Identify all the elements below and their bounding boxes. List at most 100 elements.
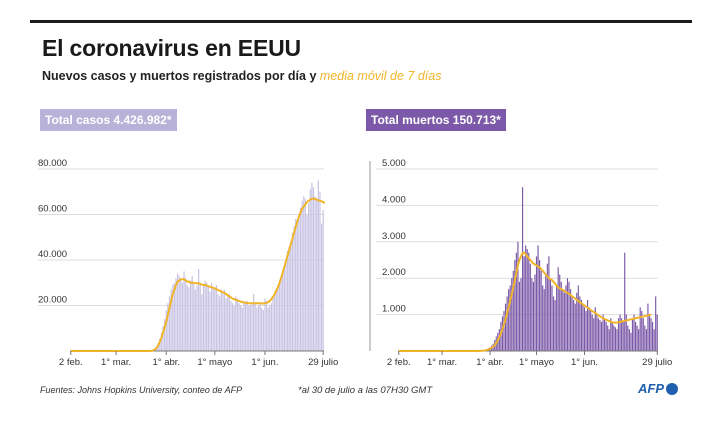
cases-bar xyxy=(162,325,164,351)
afp-dot-icon xyxy=(666,382,678,395)
cases-bar xyxy=(193,282,195,351)
cases-bar xyxy=(283,266,285,351)
deaths-bar xyxy=(551,285,553,351)
cases-bar xyxy=(172,285,174,351)
cases-bar xyxy=(317,180,319,351)
cases-bar xyxy=(262,310,264,351)
deaths-bar xyxy=(549,278,552,351)
cases-bar xyxy=(186,285,188,351)
cases-bar xyxy=(290,241,292,351)
deaths-bar xyxy=(574,303,576,351)
cases-bar xyxy=(175,278,177,351)
cases-y-tick-label: 80.000 xyxy=(38,158,67,169)
deaths-bar xyxy=(537,245,539,351)
cases-bar xyxy=(199,282,201,351)
total-deaths-badge: Total muertos 150.713* xyxy=(366,109,506,131)
deaths-bar xyxy=(582,303,584,351)
cases-moving-average-line xyxy=(70,197,326,352)
deaths-bar xyxy=(546,263,548,351)
total-cases-badge: Total casos 4.426.982* xyxy=(40,109,177,131)
cases-bar xyxy=(251,303,253,351)
deaths-bar xyxy=(534,274,536,351)
cases-bar xyxy=(288,246,290,351)
deaths-bar xyxy=(577,285,579,351)
cases-x-tick-label: 1° mar. xyxy=(101,357,131,368)
deaths-bar xyxy=(514,260,516,351)
cases-bar xyxy=(306,214,308,351)
cases-bar xyxy=(322,209,324,351)
cases-bar xyxy=(261,307,263,351)
deaths-bar xyxy=(520,278,522,351)
deaths-bar xyxy=(523,256,525,351)
deaths-y-tick-label: 1.000 xyxy=(382,304,406,315)
chart-subtitle: Nuevos casos y muertos registrados por d… xyxy=(42,69,441,83)
cases-x-tick-label: 1° jun. xyxy=(251,357,278,368)
cases-bar xyxy=(254,303,256,351)
cases-bar xyxy=(246,300,248,351)
cases-bar xyxy=(181,282,184,351)
cases-bar xyxy=(311,182,313,351)
cases-bar xyxy=(314,196,316,351)
cases-bar xyxy=(228,294,230,351)
deaths-bar xyxy=(571,296,573,351)
cases-bar xyxy=(188,287,190,351)
deaths-y-tick-label: 3.000 xyxy=(382,231,406,242)
deaths-bar xyxy=(565,285,567,351)
deaths-bar xyxy=(539,260,541,351)
cases-bar xyxy=(206,282,208,351)
cases-bar xyxy=(215,285,218,351)
cases-bar xyxy=(214,289,216,351)
cases-bar xyxy=(217,294,219,351)
afp-logo-text: AFP xyxy=(638,381,664,396)
cases-bar xyxy=(241,307,243,351)
cases-bar xyxy=(293,225,295,351)
deaths-bar xyxy=(576,292,578,351)
cases-bar xyxy=(167,303,169,351)
cases-bar xyxy=(160,332,163,351)
deaths-bar xyxy=(625,314,627,351)
deaths-bar xyxy=(548,256,550,351)
cases-bar xyxy=(265,300,268,351)
deaths-bar xyxy=(605,321,607,351)
deaths-x-tick-label: 29 julio xyxy=(642,357,672,368)
deaths-bar xyxy=(634,321,637,351)
cases-bar xyxy=(227,296,229,351)
cases-bar xyxy=(267,307,269,351)
deaths-bar xyxy=(628,329,630,351)
deaths-bar xyxy=(585,310,587,351)
cases-bar xyxy=(183,271,185,351)
cases-bar xyxy=(194,289,196,351)
cases-bar xyxy=(168,296,171,351)
cases-bar xyxy=(191,275,193,351)
deaths-moving-average-line xyxy=(398,251,652,352)
deaths-bar xyxy=(559,274,561,351)
deaths-bar xyxy=(610,318,612,351)
cases-bar xyxy=(304,198,307,351)
cases-bar xyxy=(189,280,192,351)
cases-bar xyxy=(238,303,240,351)
cases-bar xyxy=(256,307,258,351)
infographic-card: El coronavirus en EEUU Nuevos casos y mu… xyxy=(30,20,692,412)
deaths-bar xyxy=(630,332,632,351)
deaths-bar xyxy=(588,307,590,351)
cases-bar xyxy=(236,298,239,351)
deaths-bar xyxy=(642,318,644,351)
cases-y-tick-label: 40.000 xyxy=(38,249,67,260)
cases-bar xyxy=(243,300,245,351)
cases-bar xyxy=(233,305,235,351)
cases-bar xyxy=(303,196,305,351)
deaths-bar xyxy=(508,289,510,351)
deaths-bar xyxy=(614,327,617,351)
deaths-bar xyxy=(515,252,517,351)
deaths-bar xyxy=(613,325,615,351)
deaths-bar xyxy=(655,296,657,351)
deaths-bar xyxy=(518,281,521,351)
deaths-bar xyxy=(556,285,558,351)
deaths-bar xyxy=(517,241,519,351)
cases-bar xyxy=(231,303,234,351)
cases-bar xyxy=(202,285,205,351)
cases-bar xyxy=(170,289,172,351)
deaths-x-tick-label: 1° mayo xyxy=(519,357,554,368)
deaths-bar xyxy=(638,329,640,351)
deaths-bar xyxy=(641,310,643,351)
